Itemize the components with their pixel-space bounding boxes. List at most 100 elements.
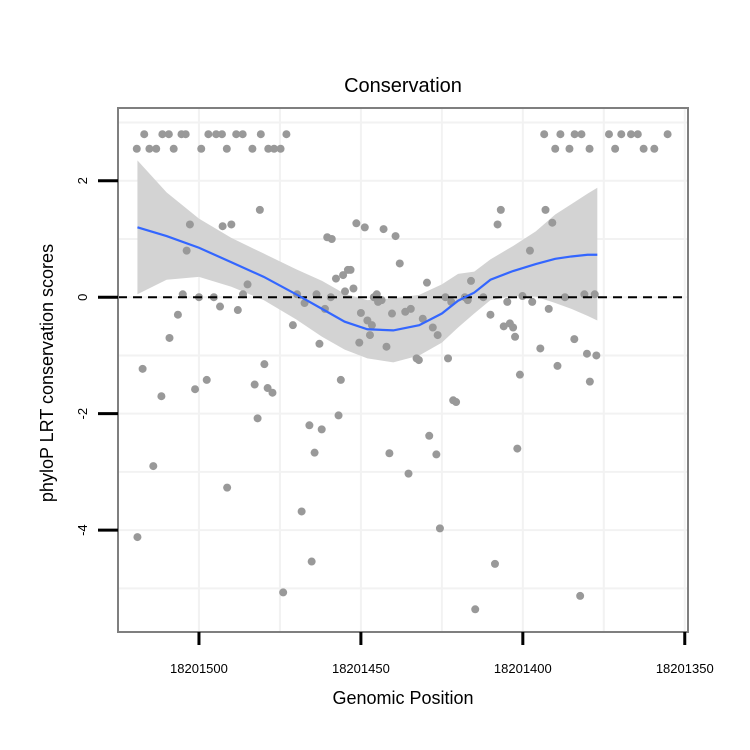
data-point bbox=[355, 338, 364, 347]
data-point bbox=[551, 144, 560, 153]
data-point bbox=[435, 524, 444, 533]
data-point bbox=[336, 375, 345, 384]
y-axis-ticks: 2 0 -2 -4 bbox=[75, 177, 118, 536]
data-point bbox=[570, 335, 579, 344]
data-point bbox=[592, 351, 601, 360]
data-point bbox=[617, 130, 626, 139]
data-point bbox=[164, 130, 173, 139]
data-point bbox=[367, 321, 376, 330]
data-point bbox=[218, 222, 227, 231]
data-point bbox=[238, 130, 247, 139]
data-point bbox=[138, 364, 147, 373]
smooth-fit-line bbox=[137, 226, 598, 332]
data-point bbox=[365, 331, 374, 340]
x-tick-label: 18201500 bbox=[170, 661, 228, 676]
data-point bbox=[441, 293, 450, 302]
data-point bbox=[157, 392, 166, 401]
y-tick-label: -4 bbox=[75, 524, 90, 536]
data-point bbox=[633, 130, 642, 139]
data-point bbox=[145, 144, 154, 153]
data-point bbox=[331, 274, 340, 283]
data-point bbox=[227, 220, 236, 229]
data-point bbox=[540, 130, 549, 139]
data-point bbox=[346, 265, 355, 274]
x-axis-label: Genomic Position bbox=[332, 688, 473, 708]
data-point bbox=[639, 144, 648, 153]
data-point bbox=[216, 302, 225, 311]
data-point bbox=[585, 377, 594, 386]
data-point bbox=[604, 130, 613, 139]
panel-border bbox=[117, 107, 689, 633]
data-point bbox=[334, 411, 343, 420]
data-point bbox=[222, 144, 231, 153]
data-point bbox=[544, 304, 553, 313]
data-point bbox=[202, 375, 211, 384]
data-point bbox=[422, 278, 431, 287]
data-point bbox=[204, 130, 213, 139]
data-point bbox=[305, 421, 314, 430]
smooth-line-layer bbox=[137, 226, 598, 332]
data-point bbox=[553, 361, 562, 370]
y-tick-label: -2 bbox=[75, 408, 90, 420]
data-point bbox=[490, 559, 499, 568]
data-point bbox=[576, 591, 585, 600]
data-point bbox=[391, 232, 400, 241]
data-point bbox=[282, 130, 291, 139]
data-point bbox=[169, 144, 178, 153]
data-point bbox=[250, 380, 259, 389]
data-point bbox=[255, 205, 264, 214]
data-point bbox=[233, 306, 242, 315]
data-point bbox=[191, 385, 200, 394]
data-point bbox=[182, 246, 191, 255]
data-point bbox=[352, 219, 361, 228]
data-point bbox=[503, 297, 512, 306]
data-point bbox=[173, 310, 182, 319]
y-tick-label: 2 bbox=[75, 177, 90, 184]
data-point bbox=[276, 144, 285, 153]
data-point bbox=[152, 144, 161, 153]
data-point bbox=[560, 293, 569, 302]
data-point bbox=[404, 469, 413, 478]
data-point bbox=[585, 144, 594, 153]
data-point bbox=[140, 130, 149, 139]
data-point bbox=[349, 284, 358, 293]
data-point bbox=[471, 605, 480, 614]
data-point bbox=[264, 144, 273, 153]
data-point bbox=[511, 332, 520, 341]
data-point bbox=[279, 588, 288, 597]
data-point bbox=[217, 130, 226, 139]
data-point bbox=[444, 354, 453, 363]
data-point bbox=[515, 370, 524, 379]
data-point bbox=[268, 388, 277, 397]
data-point bbox=[387, 309, 396, 318]
chart-title: Conservation bbox=[344, 75, 462, 97]
data-point bbox=[149, 462, 158, 471]
data-point bbox=[582, 349, 591, 358]
data-point bbox=[525, 246, 534, 255]
data-point bbox=[341, 287, 350, 296]
data-point bbox=[158, 130, 167, 139]
data-point bbox=[499, 322, 508, 331]
data-point bbox=[452, 398, 461, 407]
data-point bbox=[513, 444, 522, 453]
data-point bbox=[433, 331, 442, 340]
data-point bbox=[270, 144, 279, 153]
data-point bbox=[382, 342, 391, 351]
data-point bbox=[253, 414, 262, 423]
x-tick-label: 18201400 bbox=[494, 661, 552, 676]
data-point bbox=[197, 144, 206, 153]
data-point bbox=[428, 323, 437, 332]
data-point bbox=[297, 507, 306, 516]
data-point bbox=[165, 333, 174, 342]
data-point bbox=[541, 205, 550, 214]
points-layer bbox=[132, 130, 672, 614]
data-point bbox=[432, 450, 441, 459]
data-point bbox=[395, 259, 404, 268]
data-point bbox=[425, 431, 434, 440]
data-point bbox=[288, 321, 297, 330]
data-point bbox=[528, 297, 537, 306]
data-point bbox=[414, 356, 423, 365]
data-point bbox=[315, 339, 324, 348]
data-point bbox=[536, 344, 545, 353]
